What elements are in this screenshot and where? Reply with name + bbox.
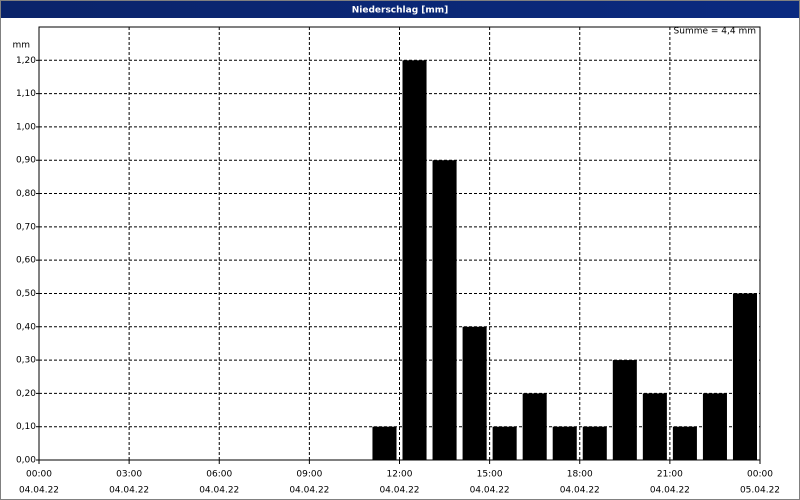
bar <box>672 426 697 460</box>
x-tick-label: 12:00 <box>387 470 413 480</box>
bar <box>522 393 547 460</box>
x-tick-label: 06:00 <box>206 470 232 480</box>
annotation: Summe = 4,4 mm <box>674 27 756 37</box>
chart-title: Niederschlag [mm] <box>352 6 449 16</box>
bar <box>372 426 397 460</box>
x-tick-label: 00:00 <box>747 470 773 480</box>
x-tick-date: 04.04.22 <box>379 486 419 496</box>
y-tick-label: 1,20 <box>16 56 36 66</box>
x-tick-label: 18:00 <box>567 470 593 480</box>
bar <box>552 426 577 460</box>
y-tick-label: 0,70 <box>16 222 36 232</box>
bar <box>462 326 487 460</box>
x-tick-date: 04.04.22 <box>470 486 510 496</box>
y-tick-label: 0,10 <box>16 422 36 432</box>
y-tick-label: 0,80 <box>16 189 36 199</box>
x-tick-label: 15:00 <box>477 470 503 480</box>
y-axis-label: mm <box>12 41 30 51</box>
bar <box>432 160 457 460</box>
y-tick-label: 0,90 <box>16 156 36 166</box>
title-bar <box>1 1 799 18</box>
y-tick-label: 0,00 <box>16 456 36 466</box>
y-tick-label: 1,10 <box>16 89 36 99</box>
bar <box>612 360 637 460</box>
x-tick-date: 04.04.22 <box>19 486 59 496</box>
x-tick-label: 00:00 <box>26 470 52 480</box>
y-tick-label: 0,30 <box>16 356 36 366</box>
y-tick-label: 0,50 <box>16 289 36 299</box>
bar <box>642 393 667 460</box>
x-tick-date: 04.04.22 <box>650 486 690 496</box>
x-tick-date: 04.04.22 <box>289 486 329 496</box>
bar <box>402 60 427 461</box>
y-tick-label: 1,00 <box>16 122 36 132</box>
x-tick-date: 04.04.22 <box>199 486 239 496</box>
x-tick-date: 05.04.22 <box>740 486 780 496</box>
x-tick-label: 21:00 <box>657 470 683 480</box>
bar <box>582 426 607 460</box>
x-tick-label: 03:00 <box>116 470 142 480</box>
x-tick-date: 04.04.22 <box>109 486 149 496</box>
bar <box>702 393 727 460</box>
y-tick-label: 0,20 <box>16 389 36 399</box>
y-tick-label: 0,60 <box>16 256 36 266</box>
y-tick-label: 0,40 <box>16 322 36 332</box>
bar <box>732 293 757 460</box>
x-tick-date: 04.04.22 <box>560 486 600 496</box>
x-tick-label: 09:00 <box>296 470 322 480</box>
bar <box>492 426 517 460</box>
